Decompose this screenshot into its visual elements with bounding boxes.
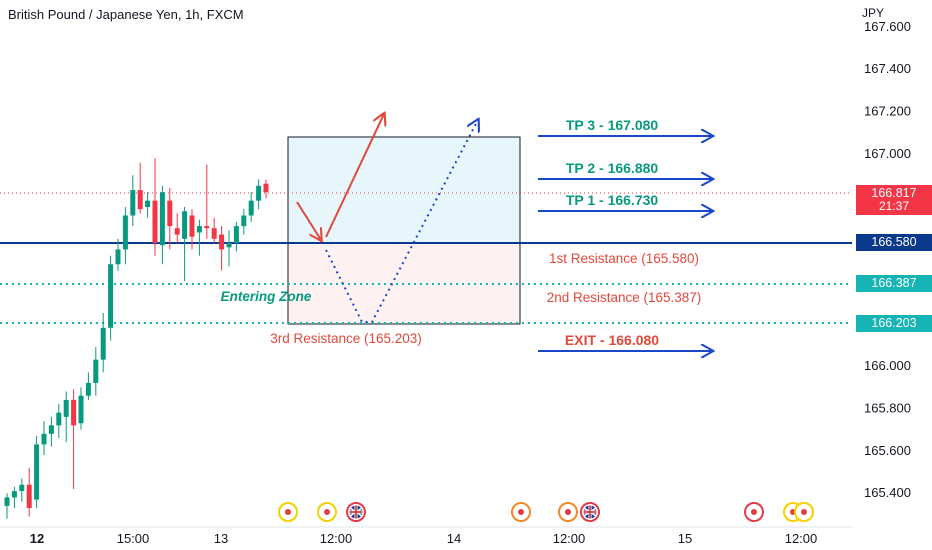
event-dot-icon[interactable] bbox=[317, 502, 337, 522]
uk-flag-icon[interactable] bbox=[346, 502, 366, 522]
candle-body bbox=[71, 399, 77, 426]
event-dot-icon[interactable] bbox=[558, 502, 578, 522]
candle-body bbox=[115, 249, 121, 265]
take-profit-label: TP 2 - 166.880 bbox=[566, 160, 659, 176]
bar-countdown: 21:37 bbox=[856, 198, 932, 215]
level-badge-166203: 166.203 bbox=[856, 315, 932, 332]
candle-body bbox=[233, 226, 239, 244]
candle-body bbox=[19, 484, 25, 492]
exit-label: EXIT - 166.080 bbox=[565, 332, 659, 348]
event-center bbox=[285, 509, 291, 515]
event-center bbox=[324, 509, 330, 515]
candle-body bbox=[4, 497, 10, 506]
candle-body bbox=[122, 215, 128, 250]
candle-body bbox=[56, 412, 62, 426]
take-profit-label: TP 1 - 166.730 bbox=[566, 192, 659, 208]
current-price-value: 166.817 bbox=[871, 186, 917, 200]
y-tick-label: 167.400 bbox=[864, 61, 911, 76]
candle-body bbox=[78, 395, 84, 424]
event-center bbox=[801, 509, 807, 515]
x-tick-label: 13 bbox=[214, 531, 228, 546]
event-dot-icon[interactable] bbox=[794, 502, 814, 522]
alt-path-arrow bbox=[325, 120, 478, 323]
x-tick-label: 12:00 bbox=[320, 531, 353, 546]
candle-body bbox=[85, 382, 91, 396]
candle-body bbox=[130, 190, 136, 216]
target-arrow bbox=[325, 114, 384, 238]
candle-body bbox=[152, 200, 158, 244]
event-center bbox=[565, 509, 571, 515]
resistance-label: 1st Resistance (165.580) bbox=[549, 251, 699, 266]
level-value: 166.387 bbox=[871, 276, 917, 290]
y-tick-label: 165.800 bbox=[864, 400, 911, 415]
entering-zone-label: Entering Zone bbox=[221, 289, 312, 304]
candle-body bbox=[189, 215, 195, 237]
x-tick-label: 12 bbox=[30, 531, 44, 546]
candle-body bbox=[93, 359, 99, 383]
candle-body bbox=[11, 491, 17, 498]
candle-body bbox=[41, 433, 47, 445]
y-tick-label: 167.600 bbox=[864, 19, 911, 34]
x-tick-label: 15:00 bbox=[117, 531, 150, 546]
y-tick-label: 166.000 bbox=[864, 358, 911, 373]
target-zone-box bbox=[287, 136, 521, 244]
candle-body bbox=[48, 425, 54, 434]
y-tick-label: 167.200 bbox=[864, 104, 911, 119]
candle-body bbox=[182, 211, 188, 239]
candle-body bbox=[137, 190, 143, 210]
resistance-label: 3rd Resistance (165.203) bbox=[270, 331, 422, 346]
event-dot-icon[interactable] bbox=[278, 502, 298, 522]
candle-body bbox=[174, 228, 180, 235]
event-dot-icon[interactable] bbox=[744, 502, 764, 522]
candle-body bbox=[248, 200, 254, 216]
x-tick-label: 15 bbox=[678, 531, 692, 546]
level-badge-166580: 166.580 bbox=[856, 234, 932, 251]
candle-body bbox=[241, 215, 247, 227]
entry-arrow bbox=[296, 201, 321, 240]
candle-body bbox=[26, 484, 32, 509]
candle-body bbox=[211, 228, 217, 239]
candle-body bbox=[256, 185, 262, 201]
chart-title: British Pound / Japanese Yen, 1h, FXCM bbox=[8, 7, 244, 22]
y-tick-label: 165.400 bbox=[864, 485, 911, 500]
y-tick-label: 165.600 bbox=[864, 443, 911, 458]
candle-body bbox=[196, 226, 202, 233]
candle-body bbox=[204, 226, 210, 229]
x-tick-label: 14 bbox=[447, 531, 461, 546]
x-tick-label: 12:00 bbox=[785, 531, 818, 546]
current-price-badge: 166.817 bbox=[856, 185, 932, 202]
currency-label: JPY bbox=[862, 6, 885, 20]
candle-body bbox=[145, 200, 151, 207]
event-center bbox=[751, 509, 757, 515]
candle-body bbox=[167, 200, 173, 227]
uk-flag-icon[interactable] bbox=[580, 502, 600, 522]
candle-body bbox=[159, 192, 165, 246]
candle-body bbox=[63, 399, 69, 417]
event-center bbox=[518, 509, 524, 515]
candle-body bbox=[108, 264, 114, 328]
y-tick-label: 167.000 bbox=[864, 146, 911, 161]
level-value: 166.580 bbox=[871, 235, 917, 249]
x-tick-label: 12:00 bbox=[553, 531, 586, 546]
candle-body bbox=[219, 234, 225, 250]
candle-body bbox=[34, 444, 40, 500]
candle-body bbox=[100, 327, 106, 360]
level-badge-166387: 166.387 bbox=[856, 275, 932, 292]
resistance-label: 2nd Resistance (165.387) bbox=[547, 290, 702, 305]
countdown-value: 21:37 bbox=[878, 199, 910, 213]
candle-body bbox=[226, 243, 232, 248]
candle-body bbox=[263, 183, 269, 193]
level-value: 166.203 bbox=[871, 316, 917, 330]
event-dot-icon[interactable] bbox=[511, 502, 531, 522]
take-profit-label: TP 3 - 167.080 bbox=[566, 117, 659, 133]
